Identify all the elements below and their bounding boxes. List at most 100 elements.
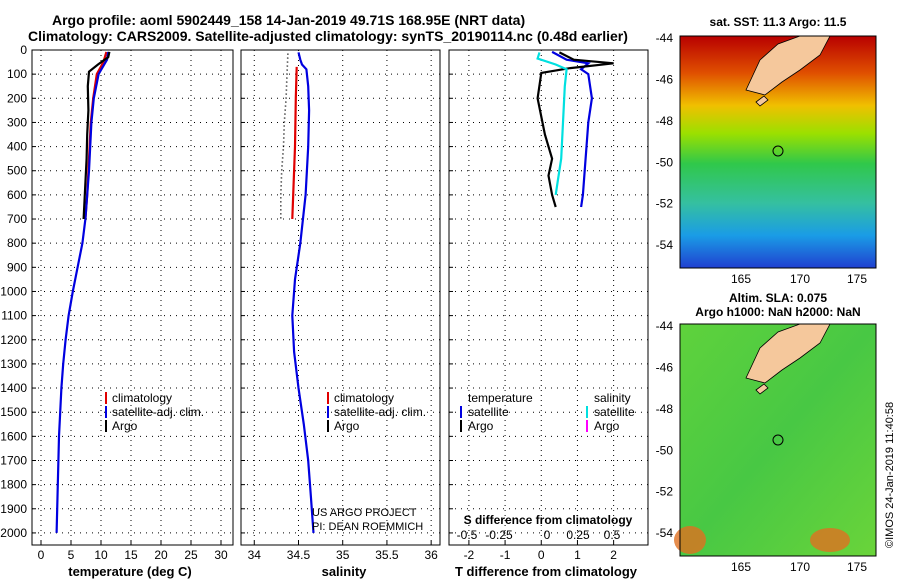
sla-map-ticks: -44 -46 -48 -50 -52 -54 165 170 175: [656, 319, 868, 574]
series-line-argo: [279, 53, 289, 219]
map-lat-tick-label: -50: [656, 443, 674, 457]
difference-legend: temperature satellite Argo salinity sate…: [460, 391, 635, 433]
depth-tick-label: 1700: [0, 453, 27, 467]
sla-map-high-anomaly: [810, 528, 850, 552]
x-tick-label: 0: [538, 548, 545, 562]
legend-label-argo: Argo: [334, 419, 360, 433]
legend-label-t-satellite: satellite: [468, 405, 509, 419]
depth-tick-label: 900: [7, 260, 27, 274]
map-lat-tick-label: -48: [656, 402, 674, 416]
depth-tick-label: 1400: [0, 381, 27, 395]
s-tick-label: -0.5: [457, 528, 478, 542]
x-tick-label: 10: [94, 548, 108, 562]
grid-layer: [32, 49, 648, 545]
legend-label-climatology: climatology: [334, 391, 394, 405]
s-tick-label: -0.25: [485, 528, 513, 542]
depth-tick-label: 1100: [1, 309, 27, 323]
legend-label-t-argo: Argo: [468, 419, 494, 433]
map-lat-tick-label: -46: [656, 360, 674, 374]
x-tick-layer: 0 5 10 15 20 25 30 34 34.5 35 35.5 36 -2 -1 0 1 2 -0.5 -0.…: [38, 528, 621, 562]
depth-tick-label: 100: [7, 67, 27, 81]
s-tick-label: 0: [544, 528, 551, 542]
temperature-legend: climatology satellite-adj. clim. Argo: [105, 391, 204, 433]
sla-map-island: [755, 383, 769, 395]
x-tick-label: 5: [68, 548, 75, 562]
sla-map-high-anomaly: [674, 526, 706, 554]
x-tick-label: -1: [500, 548, 511, 562]
difference-axes-frame: [448, 49, 649, 546]
salinity-axes-frame: [240, 49, 441, 546]
sst-map-frame: [679, 35, 877, 269]
map-lat-tick-label: -46: [656, 72, 674, 86]
salinity-xlabel: salinity: [322, 564, 368, 579]
map-lat-tick-label: -44: [656, 31, 674, 45]
depth-tick-label: 1000: [0, 284, 27, 298]
map-lon-tick-label: 165: [731, 272, 751, 286]
legend-heading-temperature: temperature: [468, 391, 533, 405]
series-line-salinity-satellite: [536, 52, 568, 196]
difference-xlabel: T difference from climatology: [455, 564, 638, 579]
depth-tick-label: 700: [7, 212, 27, 226]
s-tick-label: 0.25: [566, 528, 590, 542]
sla-map-title1: Altim. SLA: 0.075: [729, 291, 827, 305]
map-lat-tick-label: -54: [656, 238, 674, 252]
x-tick-label: 2: [610, 548, 617, 562]
imos-watermark: ©IMOS 24-Jan-2019 11:40:58: [884, 402, 896, 548]
map-lon-tick-label: 170: [790, 560, 810, 574]
series-line-temperature-argo: [536, 51, 614, 208]
x-tick-label: 35: [336, 548, 350, 562]
depth-tick-label: 1800: [0, 478, 27, 492]
sst-map-ticks: -44 -46 -48 -50 -52 -54 165 170 175: [656, 31, 868, 286]
sla-map-argo-location: [772, 434, 784, 446]
depth-tick-label: 1300: [0, 357, 27, 371]
legend-heading-salinity: salinity: [594, 391, 631, 405]
legend-label-argo: Argo: [112, 419, 138, 433]
x-tick-label: 20: [154, 548, 168, 562]
sla-map-land: [745, 323, 831, 384]
depth-tick-label: 600: [7, 188, 27, 202]
depth-tick-label: 500: [7, 164, 27, 178]
x-tick-label: 34.5: [287, 548, 311, 562]
map-lon-tick-label: 175: [847, 272, 867, 286]
x-tick-label: 30: [214, 548, 228, 562]
series-layer: [55, 50, 614, 533]
x-tick-label: 15: [124, 548, 138, 562]
depth-tick-label: 1500: [0, 405, 27, 419]
series-line-temperature-satellite: [551, 50, 594, 208]
x-tick-label: 36: [424, 548, 438, 562]
depth-tick-label: 300: [7, 115, 27, 129]
x-tick-label: 35.5: [375, 548, 399, 562]
sla-map-frame: [679, 323, 877, 557]
sst-map-island: [755, 95, 769, 107]
depth-tick-label: 1900: [0, 502, 27, 516]
map-lat-tick-label: -48: [656, 114, 674, 128]
depth-tick-label: 0: [20, 43, 27, 57]
project-annotation: US ARGO PROJECT: [312, 507, 417, 519]
map-lon-tick-label: 165: [731, 560, 751, 574]
sst-map-title: sat. SST: 11.3 Argo: 11.5: [710, 15, 847, 29]
legend-label-s-argo: Argo: [594, 419, 620, 433]
depth-axis: 0 100 200 300 400 500 600 700 800 900 1000 1100 1200…: [0, 43, 453, 540]
temperature-xlabel: temperature (deg C): [68, 564, 192, 579]
map-lat-tick-label: -50: [656, 155, 674, 169]
map-lat-tick-label: -44: [656, 319, 674, 333]
x-tick-label: 0: [38, 548, 45, 562]
s-tick-label: 0.5: [604, 528, 621, 542]
legend-label-s-satellite: satellite: [594, 405, 635, 419]
legend-label-climatology: climatology: [112, 391, 172, 405]
figure-title-line1: Argo profile: aoml 5902449_158 14-Jan-20…: [52, 12, 526, 28]
pi-annotation: PI: DEAN ROEMMICH: [312, 521, 423, 533]
legend-label-satellite: satellite-adj. clim.: [334, 405, 426, 419]
sst-map-argo-location: [772, 145, 784, 157]
map-lat-tick-label: -52: [656, 197, 674, 211]
figure-title-line2: Climatology: CARS2009. Satellite-adjuste…: [28, 28, 628, 44]
x-tick-label: -2: [464, 548, 475, 562]
salinity-legend: climatology satellite-adj. clim. Argo: [327, 391, 426, 433]
depth-tick-label: 800: [7, 236, 27, 250]
x-tick-label: 34: [248, 548, 262, 562]
series-line-satellite-adj-clim-: [55, 51, 110, 533]
depth-tick-label: 1200: [0, 333, 27, 347]
x-tick-label: 25: [184, 548, 198, 562]
depth-tick-label: 400: [7, 140, 27, 154]
